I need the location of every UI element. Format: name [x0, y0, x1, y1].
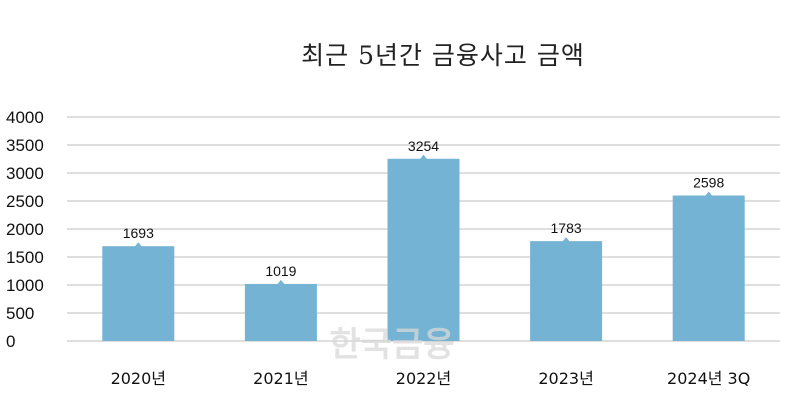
data-label-1: 1019 [265, 263, 296, 279]
y-tick-label: 500 [6, 304, 34, 323]
bar-marker-0 [134, 242, 143, 248]
bars [102, 154, 745, 341]
bar-0 [102, 246, 175, 341]
bar-marker-2 [419, 154, 428, 160]
data-label-4: 2598 [693, 175, 724, 191]
data-label-3: 1783 [551, 220, 582, 236]
bar-marker-3 [562, 237, 571, 243]
chart-title: 최근 5년간 금융사고 금액 [301, 41, 585, 70]
x-tick-label-3: 2023년 [538, 369, 593, 388]
y-tick-label: 3000 [6, 164, 44, 183]
x-tick-label-0: 2020년 [111, 369, 166, 388]
data-label-0: 1693 [123, 225, 154, 241]
bar-3 [530, 241, 603, 341]
x-axis: 2020년 2021년 2022년 2023년 2024년 3Q [111, 369, 751, 388]
bar-1 [244, 283, 317, 341]
watermark-logo: 한국금융 [329, 325, 454, 365]
x-tick-label-4: 2024년 3Q [667, 369, 750, 388]
y-tick-label: 2000 [6, 220, 44, 239]
data-labels: 1693 1019 3254 1783 2598 [123, 138, 725, 279]
bar-4 [672, 195, 745, 341]
y-axis: 0 500 1000 1500 2000 2500 3000 3500 4000 [6, 108, 44, 351]
y-tick-label: 0 [6, 332, 15, 351]
x-tick-label-2: 2022년 [396, 369, 451, 388]
bar-2 [387, 158, 460, 341]
y-tick-label: 1000 [6, 276, 44, 295]
y-tick-label: 2500 [6, 192, 44, 211]
bar-marker-1 [276, 279, 285, 285]
y-tick-label: 4000 [6, 108, 44, 127]
x-tick-label-1: 2021년 [253, 369, 308, 388]
bar-marker-4 [704, 191, 713, 197]
data-label-2: 3254 [408, 138, 439, 154]
y-tick-label: 3500 [6, 136, 44, 155]
y-tick-label: 1500 [6, 248, 44, 267]
